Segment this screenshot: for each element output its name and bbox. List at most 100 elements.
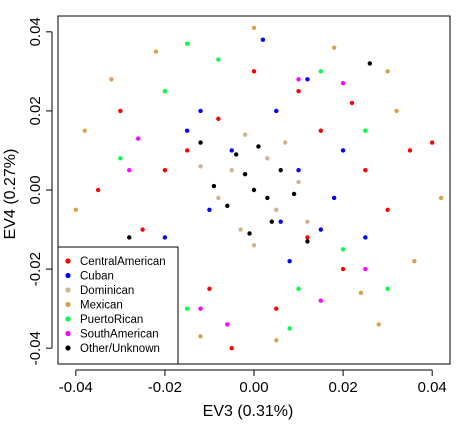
data-point [252,243,256,247]
data-point [198,164,202,168]
legend: CentralAmericanCubanDominicanMexicanPuer… [58,247,178,364]
legend-label: PuertoRican [80,314,143,326]
data-point [296,77,300,81]
data-point [385,69,389,73]
legend-marker [65,345,70,350]
x-tick-label: -0.02 [148,379,182,396]
data-point [225,204,229,208]
data-point [247,231,251,235]
data-point [83,128,87,132]
data-point [274,109,278,113]
data-point [274,208,278,212]
legend-label: Cuban [80,271,114,283]
data-point [252,188,256,192]
data-point [185,41,189,45]
data-point [109,77,113,81]
data-point [319,227,323,231]
data-point [292,192,296,196]
data-point [363,267,367,271]
data-point [216,57,220,61]
legend-marker [65,331,70,336]
data-point [265,156,269,160]
data-point [207,208,211,212]
legend-marker [65,258,70,263]
legend-label: Other/Unknown [80,343,160,355]
data-point [118,109,122,113]
data-point [305,239,309,243]
data-point [261,38,265,42]
data-point [341,247,345,251]
legend-marker [65,287,70,292]
data-point [234,152,238,156]
data-point [305,235,309,239]
data-point [212,184,216,188]
data-point [127,168,131,172]
data-point [265,196,269,200]
legend-marker [65,302,70,307]
y-tick-label: 0.04 [27,17,44,46]
data-point [296,287,300,291]
data-point [163,235,167,239]
data-point [408,148,412,152]
data-point [412,259,416,263]
data-point [230,168,234,172]
y-tick-label: 0.00 [27,175,44,204]
data-point [287,326,291,330]
data-point [96,188,100,192]
data-point [154,49,158,53]
data-point [287,259,291,263]
data-point [238,227,242,231]
data-point [394,109,398,113]
data-point [118,156,122,160]
data-point [216,196,220,200]
data-point [136,136,140,140]
data-point [430,140,434,144]
data-point [279,219,283,223]
data-point [305,77,309,81]
data-point [377,322,381,326]
data-point [439,196,443,200]
x-axis-title: EV3 (0.31%) [203,403,294,420]
data-point [359,291,363,295]
data-point [207,287,211,291]
data-point [363,168,367,172]
data-point [163,168,167,172]
data-point [185,128,189,132]
data-point [230,148,234,152]
data-point [296,89,300,93]
data-point [274,338,278,342]
data-point [225,322,229,326]
x-tick-label: -0.04 [59,379,93,396]
data-point [385,287,389,291]
data-point [332,196,336,200]
data-point [198,140,202,144]
y-tick-label: 0.02 [27,96,44,125]
legend-label: Mexican [80,300,123,312]
data-point [274,306,278,310]
data-point [363,235,367,239]
data-point [341,81,345,85]
data-point [332,45,336,49]
data-point [385,208,389,212]
data-point [252,26,256,30]
data-point [198,109,202,113]
data-point [243,172,247,176]
data-point [341,267,345,271]
data-point [319,299,323,303]
data-point [305,219,309,223]
legend-label: SouthAmerican [80,329,159,341]
data-point [279,168,283,172]
legend-label: CentralAmerican [80,256,166,268]
data-point [270,219,274,223]
legend-marker [65,273,70,278]
x-tick-label: 0.00 [239,379,268,396]
y-axis-title: EV4 (0.27%) [2,149,19,240]
data-point [198,306,202,310]
y-tick-label: -0.04 [27,331,44,365]
data-point [243,132,247,136]
data-point [363,128,367,132]
data-point [319,128,323,132]
data-point [127,235,131,239]
